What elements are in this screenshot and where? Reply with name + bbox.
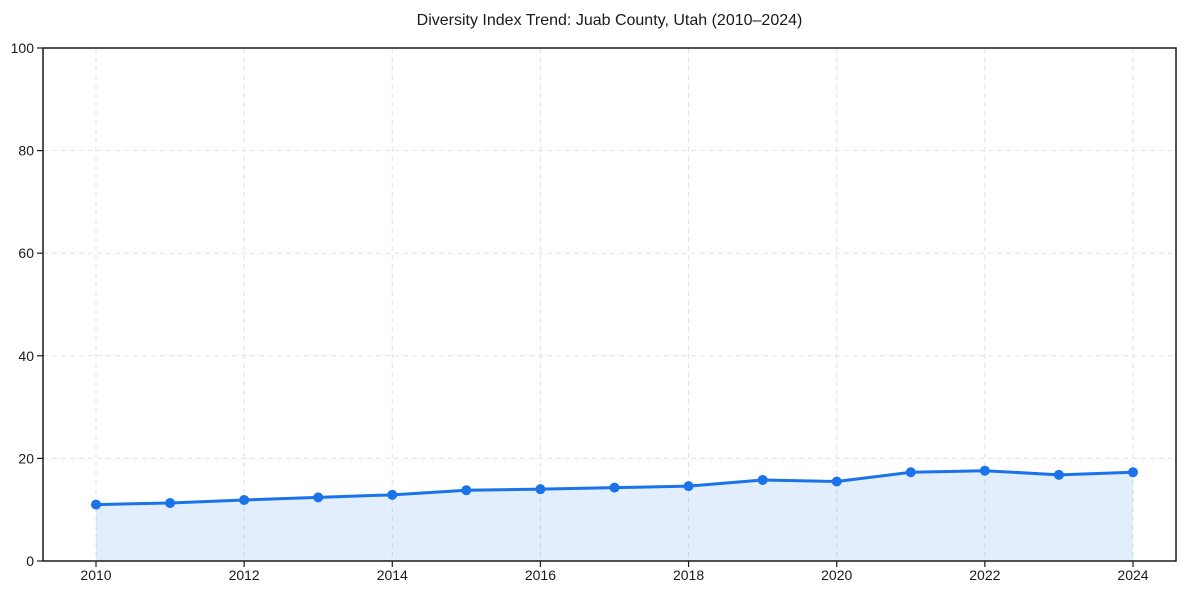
data-point [1128, 467, 1138, 478]
y-tick-label: 0 [26, 553, 34, 569]
data-point [1053, 469, 1064, 480]
x-tick-label: 2018 [673, 567, 704, 583]
data-point [461, 485, 472, 496]
y-tick-label: 40 [18, 348, 34, 364]
data-point [831, 476, 842, 487]
plot-border [42, 47, 1177, 562]
x-tick-label: 2022 [969, 567, 1000, 583]
area-fill [96, 470, 1133, 561]
data-point [165, 498, 176, 509]
data-point [91, 499, 101, 510]
y-tick-label: 60 [18, 245, 34, 261]
data-point [535, 484, 546, 495]
y-tick-label: 80 [18, 143, 34, 159]
x-tick-label: 2010 [80, 567, 111, 583]
data-point [239, 494, 250, 505]
x-tick-label: 2014 [377, 567, 408, 583]
data-point [683, 481, 694, 492]
y-tick-label: 100 [11, 40, 35, 56]
data-point [757, 474, 768, 485]
data-point [979, 465, 990, 476]
x-tick-label: 2012 [229, 567, 260, 583]
x-tick-label: 2016 [525, 567, 556, 583]
y-tick-label: 20 [18, 450, 34, 466]
data-point [609, 482, 620, 493]
x-tick-label: 2020 [821, 567, 852, 583]
x-tick-label: 2024 [1117, 567, 1148, 583]
chart-title: Diversity Index Trend: Juab County, Utah… [416, 12, 803, 29]
data-point [387, 489, 398, 500]
data-point [313, 492, 324, 503]
data-point [905, 467, 916, 478]
